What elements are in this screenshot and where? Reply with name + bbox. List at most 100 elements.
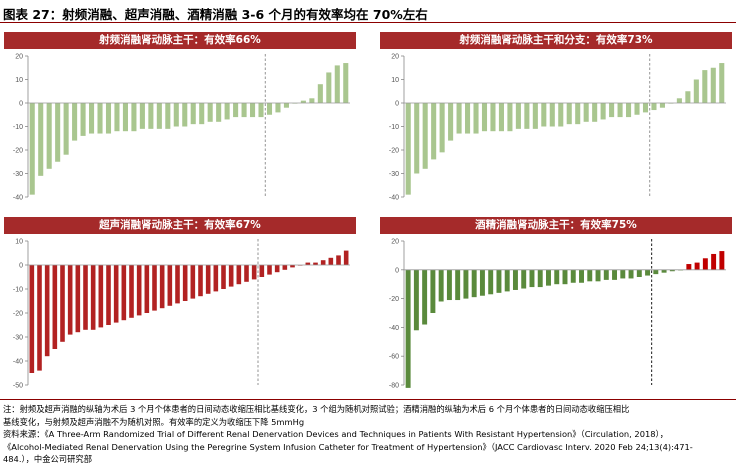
y-tick-label: -30	[389, 171, 399, 178]
bar	[182, 103, 188, 127]
bar	[113, 265, 119, 323]
bar	[97, 103, 103, 134]
bar	[414, 103, 420, 174]
notes-rule	[0, 399, 736, 400]
bar	[587, 269, 593, 282]
bar	[446, 269, 452, 301]
bar	[105, 103, 112, 134]
bar	[439, 103, 445, 153]
note-line: 注：射频及超声消融的纵轴为术后 3 个月个体患者的日间动态收缩压相比基线变化，3…	[3, 404, 630, 414]
bar	[334, 65, 340, 103]
bar	[29, 103, 35, 195]
bar	[283, 103, 289, 108]
bar	[405, 103, 411, 195]
bar	[702, 70, 708, 103]
bar	[190, 103, 196, 125]
bar	[173, 103, 179, 127]
bar	[213, 265, 219, 292]
bar	[422, 269, 428, 325]
bar	[676, 98, 682, 103]
bar	[554, 269, 560, 285]
bar	[152, 265, 157, 311]
y-tick-label: -30	[13, 335, 23, 342]
chart-panel-ultrasound: 超声消融肾动脉主干：有效率67% -50 -40 -30 -20 -10 0 10	[4, 217, 356, 393]
bar	[75, 265, 81, 333]
bar	[651, 103, 657, 111]
bar	[121, 265, 127, 321]
y-tick-label: 20	[391, 239, 399, 246]
bar	[251, 265, 257, 280]
bar	[719, 251, 725, 270]
y-tick-label: 20	[15, 54, 23, 61]
bar	[175, 265, 180, 304]
bar	[139, 103, 145, 129]
bar	[595, 269, 601, 282]
bar	[515, 103, 521, 129]
bar	[52, 265, 58, 349]
bar	[244, 265, 249, 282]
bar	[430, 269, 436, 313]
bar	[60, 265, 65, 342]
bar	[645, 269, 651, 276]
bar	[267, 265, 272, 275]
bar-chart-ultrasound: -50 -40 -30 -20 -10 0 10	[13, 239, 350, 390]
bar	[300, 100, 306, 103]
bar	[634, 103, 640, 115]
y-tick-label: 10	[15, 77, 23, 84]
y-tick-label: 0	[395, 101, 399, 108]
bar	[199, 103, 205, 125]
bar	[259, 265, 265, 277]
bar	[570, 269, 576, 283]
bar	[80, 103, 86, 136]
bar	[566, 103, 572, 125]
bar	[326, 72, 332, 103]
bar	[44, 265, 50, 357]
chart-title: 超声消融肾动脉主干：有效率67%	[4, 217, 356, 234]
bar	[617, 103, 623, 118]
y-tick-label: -80	[389, 383, 399, 390]
bar	[38, 103, 44, 176]
bar	[336, 255, 341, 265]
bar	[481, 103, 488, 132]
y-tick-label: 10	[391, 77, 399, 84]
bar	[159, 265, 165, 309]
bar	[694, 262, 700, 270]
bar	[711, 253, 717, 270]
y-tick-label: -40	[13, 195, 23, 202]
bar	[274, 265, 280, 273]
title-rule	[0, 22, 736, 23]
bar	[636, 269, 642, 277]
notes: 注：射频及超声消融的纵轴为术后 3 个月个体患者的日间动态收缩压相比基线变化，3…	[3, 403, 733, 466]
chart-panel-alcohol: 酒精消融肾动脉主干：有效率75% -80 -60 -40 -20 0 20	[380, 217, 732, 393]
bar	[549, 103, 555, 127]
y-tick-label: -10	[13, 124, 23, 131]
bar	[600, 103, 606, 120]
bar	[686, 264, 692, 270]
bar	[521, 269, 527, 289]
bar	[46, 103, 52, 169]
y-tick-label: 0	[395, 267, 399, 274]
bar-chart-alcohol: -80 -60 -40 -20 0 20	[389, 239, 726, 390]
bar	[63, 103, 69, 155]
bar	[83, 265, 88, 330]
bar	[198, 265, 203, 297]
bar	[488, 269, 494, 295]
bar	[122, 103, 128, 132]
bar	[275, 103, 281, 113]
y-tick-label: -20	[389, 296, 399, 303]
bar	[592, 103, 598, 122]
bar	[258, 103, 264, 118]
bar	[343, 63, 349, 103]
bar	[233, 103, 239, 118]
source-line: 资料来源：《A Three-Arm Randomized Trial of Di…	[3, 429, 668, 439]
bar	[473, 103, 479, 134]
bar	[305, 262, 311, 265]
bar	[653, 269, 659, 275]
bar	[456, 103, 462, 134]
bar	[669, 269, 675, 272]
bar	[129, 265, 134, 318]
bar	[182, 265, 188, 301]
bar	[583, 103, 589, 122]
bar	[512, 269, 518, 290]
bar	[156, 103, 162, 129]
